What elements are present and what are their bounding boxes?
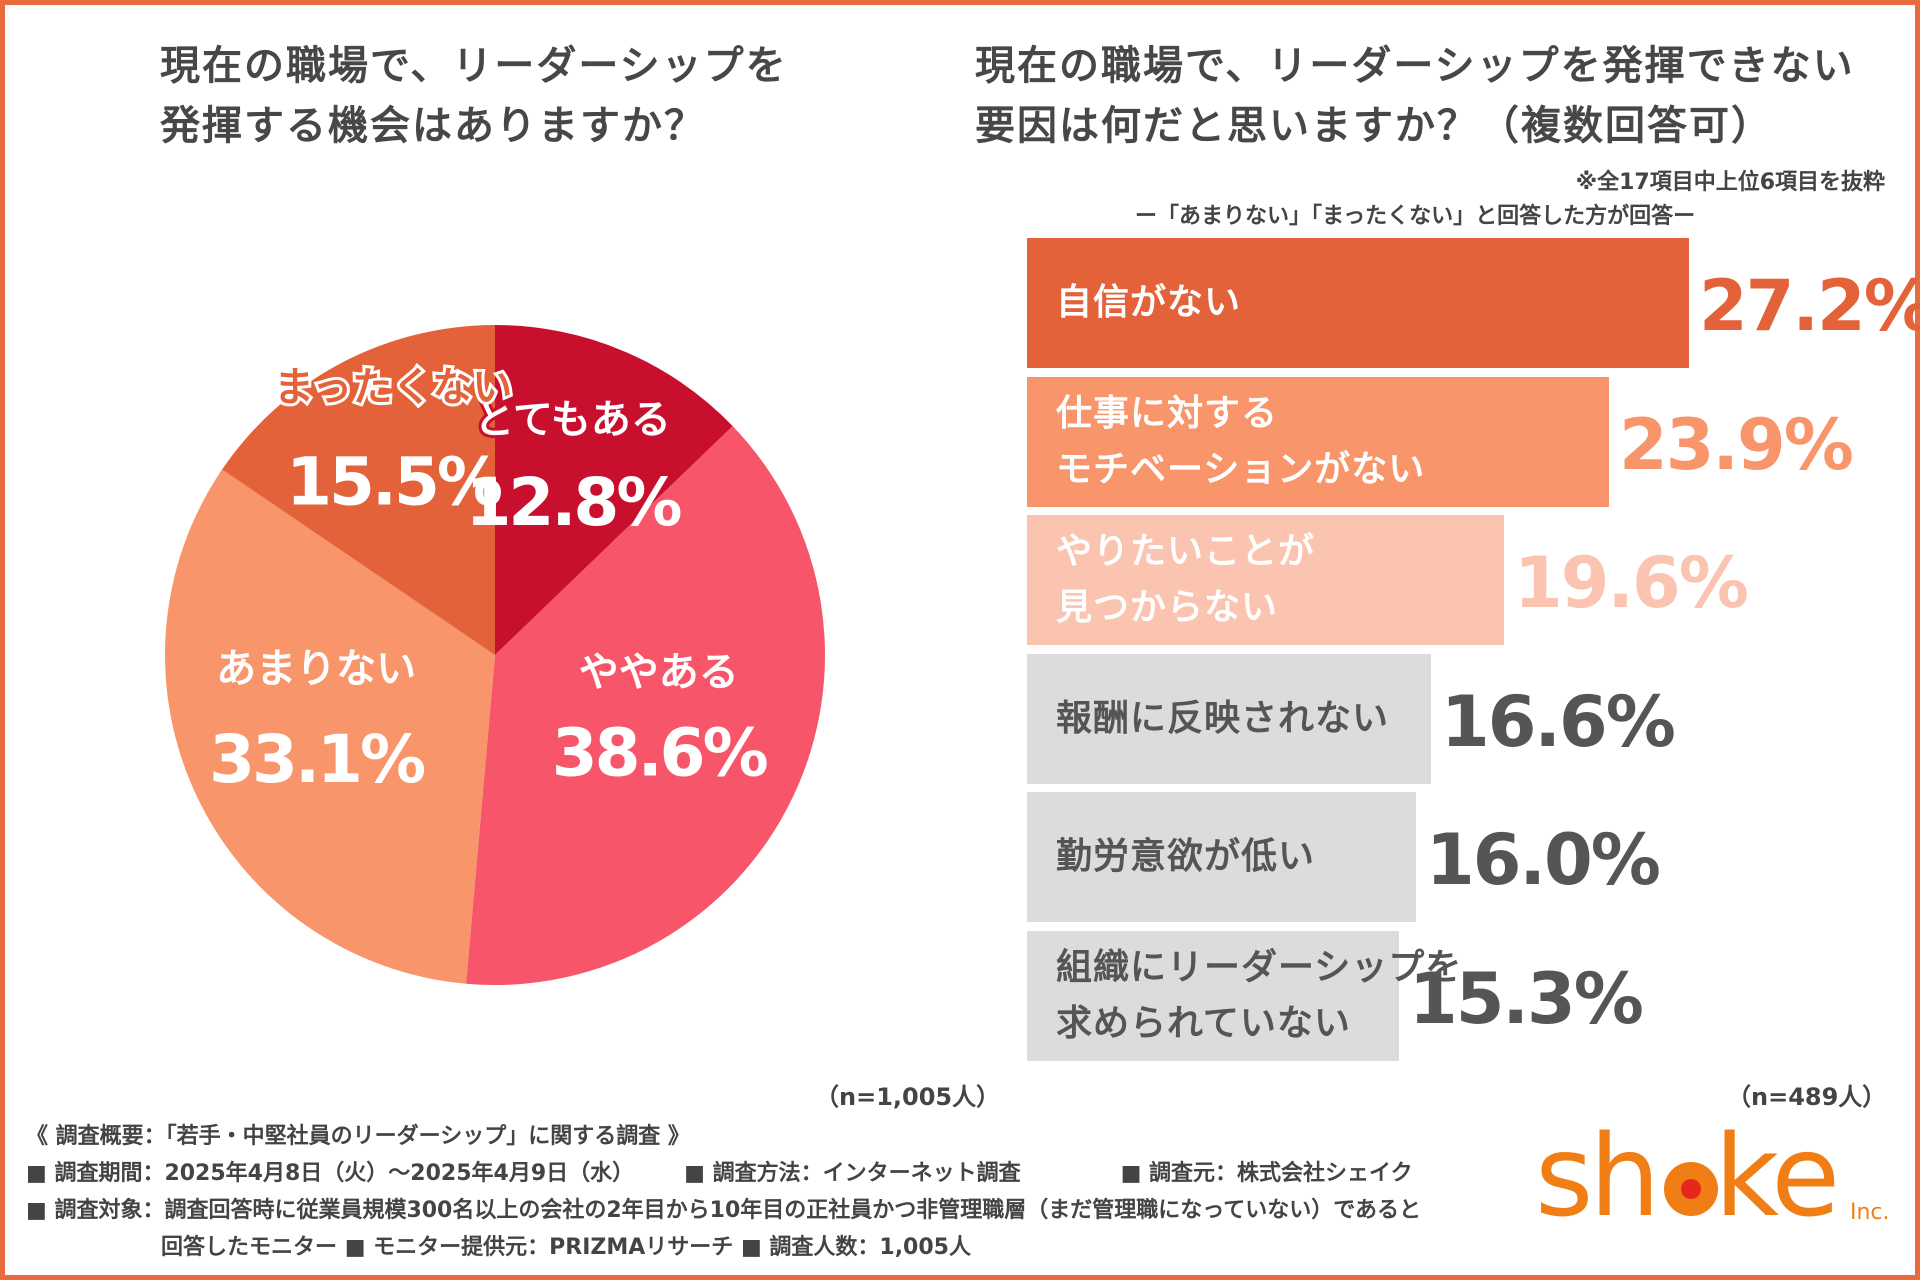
- bar-title-line-2: 要因は何だと思いますか？（複数回答可）: [975, 103, 1773, 149]
- survey-monitor: ■ モニター提供元：PRIZMAリサーチ: [344, 1235, 734, 1260]
- pie-slice: [222, 325, 495, 655]
- pie-slice: [165, 469, 495, 984]
- bar-category-label: 自信がない: [1056, 282, 1242, 323]
- bar-value-label: 16.0%: [1426, 819, 1661, 901]
- pie-slice-value: 15.5%: [286, 444, 502, 521]
- pie-slice-value: 33.1%: [209, 721, 425, 798]
- bar-chart-subnote: ー「あまりない」「まったくない」と回答した方が回答ー: [1135, 204, 1696, 229]
- pie-labels: とてもある 12.8% ややある 38.6% あまりない 33.1% まったくない 15.5%: [209, 362, 770, 798]
- pie-chart-title: 現在の職場で、リーダーシップを 発揮する機会はありますか？: [160, 36, 860, 156]
- bar-category-label: 仕事に対する モチベーションがない: [1056, 392, 1426, 490]
- pie-slice-label: まったくない: [274, 365, 512, 411]
- bar-chart-title: 現在の職場で、リーダーシップを発揮できない 要因は何だと思いますか？（複数回答可…: [975, 36, 1905, 156]
- pie-slices: [165, 325, 825, 985]
- bar-title-line-1: 現在の職場で、リーダーシップを発揮できない: [975, 43, 1855, 89]
- bar-value-label: 23.9%: [1619, 403, 1854, 486]
- bar-fill: [1027, 792, 1416, 922]
- pie-slice-label: とてもある: [474, 397, 671, 443]
- bar-chart-note: ※全17項目中上位6項目を抜粋: [1575, 170, 1885, 195]
- bar-category-label: 組織にリーダーシップを 求められていない: [1056, 946, 1463, 1044]
- bar-value-label: 19.6%: [1514, 542, 1749, 624]
- survey-method: ■ 調査方法：インターネット調査: [684, 1161, 1021, 1186]
- bar-sample-size: （n=489人）: [1727, 1083, 1887, 1111]
- logo-wordmark: sh ke: [1535, 1117, 1840, 1237]
- survey-overview: 《 調査概要：「若手・中堅社員のリーダーシップ」に関する調査 》 ■ 調査期間：…: [26, 1118, 1546, 1266]
- pie-slice-value: 12.8%: [465, 464, 681, 541]
- survey-source: ■ 調査元：株式会社シェイク: [1120, 1161, 1413, 1186]
- pie-slice-label: あまりない: [216, 646, 416, 692]
- bar-category-label: やりたいことが 見つからない: [1056, 531, 1316, 628]
- pie-slice: [466, 426, 825, 985]
- logo-text-ke: ke: [1714, 1112, 1840, 1242]
- bar-value-label: 15.3%: [1409, 957, 1644, 1040]
- pie-title-line-2: 発揮する機会はありますか？: [160, 103, 706, 149]
- logo-dot-icon: [1664, 1162, 1718, 1216]
- survey-period: ■ 調査期間：2025年4月8日（火）～2025年4月9日（水）: [26, 1161, 635, 1186]
- shake-logo: sh ke Inc.: [1535, 1117, 1895, 1245]
- logo-inc: Inc.: [1850, 1200, 1890, 1225]
- bar-fill: [1027, 238, 1689, 368]
- pie-slice: [495, 325, 733, 655]
- bar-value-label: 27.2%: [1699, 265, 1920, 347]
- survey-target-cont: 回答したモニター: [161, 1235, 338, 1260]
- survey-count: ■ 調査人数：1,005人: [740, 1235, 971, 1260]
- pie-slice-value: 38.6%: [552, 714, 768, 791]
- pie-title-line-1: 現在の職場で、リーダーシップを: [160, 43, 788, 89]
- pie-sample-size: （n=1,005人）: [815, 1083, 1001, 1111]
- bar-fill: [1027, 515, 1504, 645]
- bar-category-label: 報酬に反映されない: [1056, 697, 1390, 739]
- bar-category-label: 勤労意欲が低い: [1056, 836, 1316, 877]
- bar-value-label: 16.6%: [1441, 680, 1676, 763]
- survey-heading: 《 調査概要：「若手・中堅社員のリーダーシップ」に関する調査 》: [26, 1124, 690, 1149]
- bar-fill: [1027, 653, 1431, 784]
- pie-slice-label: ややある: [579, 649, 739, 695]
- pie-chart: とてもある 12.8% ややある 38.6% あまりない 33.1% まったくない 15.5%: [165, 325, 825, 985]
- logo-text-sh: sh: [1535, 1112, 1660, 1242]
- bar-fill: [1027, 930, 1399, 1061]
- survey-target: ■ 調査対象：調査回答時に従業員規模300名以上の会社の2年目から10年目の正社…: [26, 1198, 1421, 1223]
- bar-fill: [1027, 376, 1609, 507]
